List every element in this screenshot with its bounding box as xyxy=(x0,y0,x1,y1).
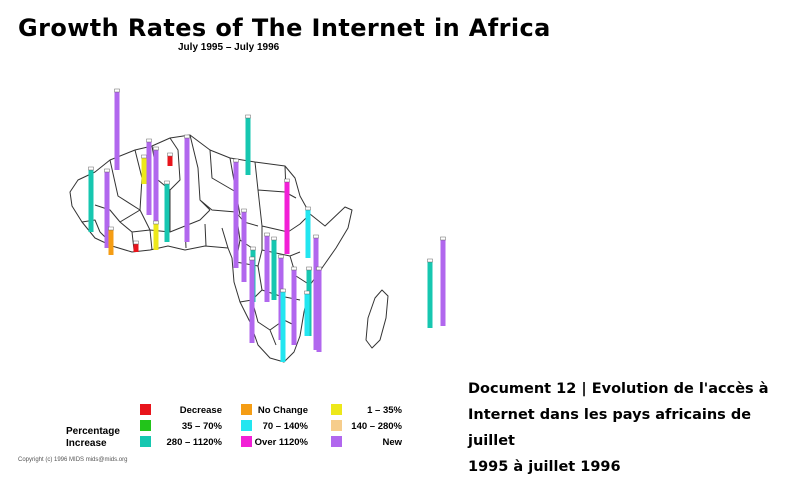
country-bar-cap xyxy=(306,266,312,271)
country-bar-cap xyxy=(305,206,311,211)
country-bar-cap xyxy=(146,138,152,143)
caption-line-2: Internet dans les pays africains de juil… xyxy=(468,407,752,449)
country-bar-new xyxy=(153,150,159,222)
country-bar-new xyxy=(104,172,110,248)
country-bar-cap xyxy=(153,220,159,225)
country-bar-new xyxy=(184,138,190,242)
country-bar-c70_140 xyxy=(304,294,310,336)
country-bar-cap xyxy=(278,254,284,259)
country-bar-new xyxy=(264,236,270,302)
country-bar-cap xyxy=(233,158,239,163)
country-bar-c280_1120 xyxy=(245,118,251,175)
country-bar-cap xyxy=(114,88,120,93)
country-bar-new xyxy=(241,212,247,282)
country-bar-new xyxy=(233,162,239,268)
country-bar-cap xyxy=(316,266,322,271)
country-bar-cap xyxy=(291,266,297,271)
country-bar-new xyxy=(316,270,322,352)
caption-line-1: Document 12 | Evolution de l'accès à xyxy=(468,381,769,397)
country-bar-c70_140 xyxy=(305,210,311,258)
country-bar-cap xyxy=(440,236,446,241)
map-title: Growth Rates of The Internet in Africa xyxy=(18,14,551,42)
caption-line-3: 1995 à juillet 1996 xyxy=(468,459,621,475)
country-bar-cap xyxy=(427,258,433,263)
country-bar-c70_140 xyxy=(280,292,286,362)
country-bar-c280_1120 xyxy=(88,170,94,232)
country-bar-new xyxy=(440,240,446,326)
country-bar-cap xyxy=(271,236,277,241)
country-bar-cap xyxy=(164,180,170,185)
country-bar-new xyxy=(114,92,120,170)
country-bar-cap xyxy=(313,234,319,239)
country-bar-cap xyxy=(284,178,290,183)
country-bar-new xyxy=(249,260,255,343)
country-bar-cap xyxy=(241,208,247,213)
country-bar-c280_1120 xyxy=(164,184,170,242)
country-bar-cap xyxy=(167,152,173,157)
country-bar-new xyxy=(291,270,297,345)
country-bar-cap xyxy=(141,154,147,159)
country-bar-c280_1120 xyxy=(427,262,433,328)
country-bar-cap xyxy=(88,166,94,171)
map-subtitle: July 1995 – July 1996 xyxy=(178,42,280,53)
country-bar-c1_35 xyxy=(141,158,147,184)
country-bar-cap xyxy=(133,240,139,245)
country-bar-cap xyxy=(153,146,159,151)
country-bar-cap xyxy=(249,256,255,261)
country-bar-cap xyxy=(280,288,286,293)
country-bar-cap xyxy=(304,290,310,295)
country-bar-decrease xyxy=(167,156,173,166)
country-bar-cap xyxy=(245,114,251,119)
country-bar-cap xyxy=(184,134,190,139)
copyright-notice: Copyright (c) 1996 MIDS mids@mids.org xyxy=(18,457,128,463)
country-bar-cap xyxy=(264,232,270,237)
country-bar-cap xyxy=(108,226,114,231)
country-bar-cap xyxy=(104,168,110,173)
country-bar-c1_35 xyxy=(153,224,159,250)
document-caption: Document 12 | Evolution de l'accès à Int… xyxy=(468,376,798,480)
country-bar-no_change xyxy=(108,230,114,255)
country-bars xyxy=(88,88,446,362)
country-bar-c280_1120 xyxy=(271,240,277,300)
madagascar-outline xyxy=(365,289,389,349)
country-bar-over_1120 xyxy=(284,182,290,254)
country-bar-decrease xyxy=(133,244,139,252)
country-bar-new xyxy=(146,142,152,215)
country-bar-new xyxy=(313,238,319,350)
africa-map xyxy=(69,88,446,363)
country-bar-cap xyxy=(250,246,256,251)
